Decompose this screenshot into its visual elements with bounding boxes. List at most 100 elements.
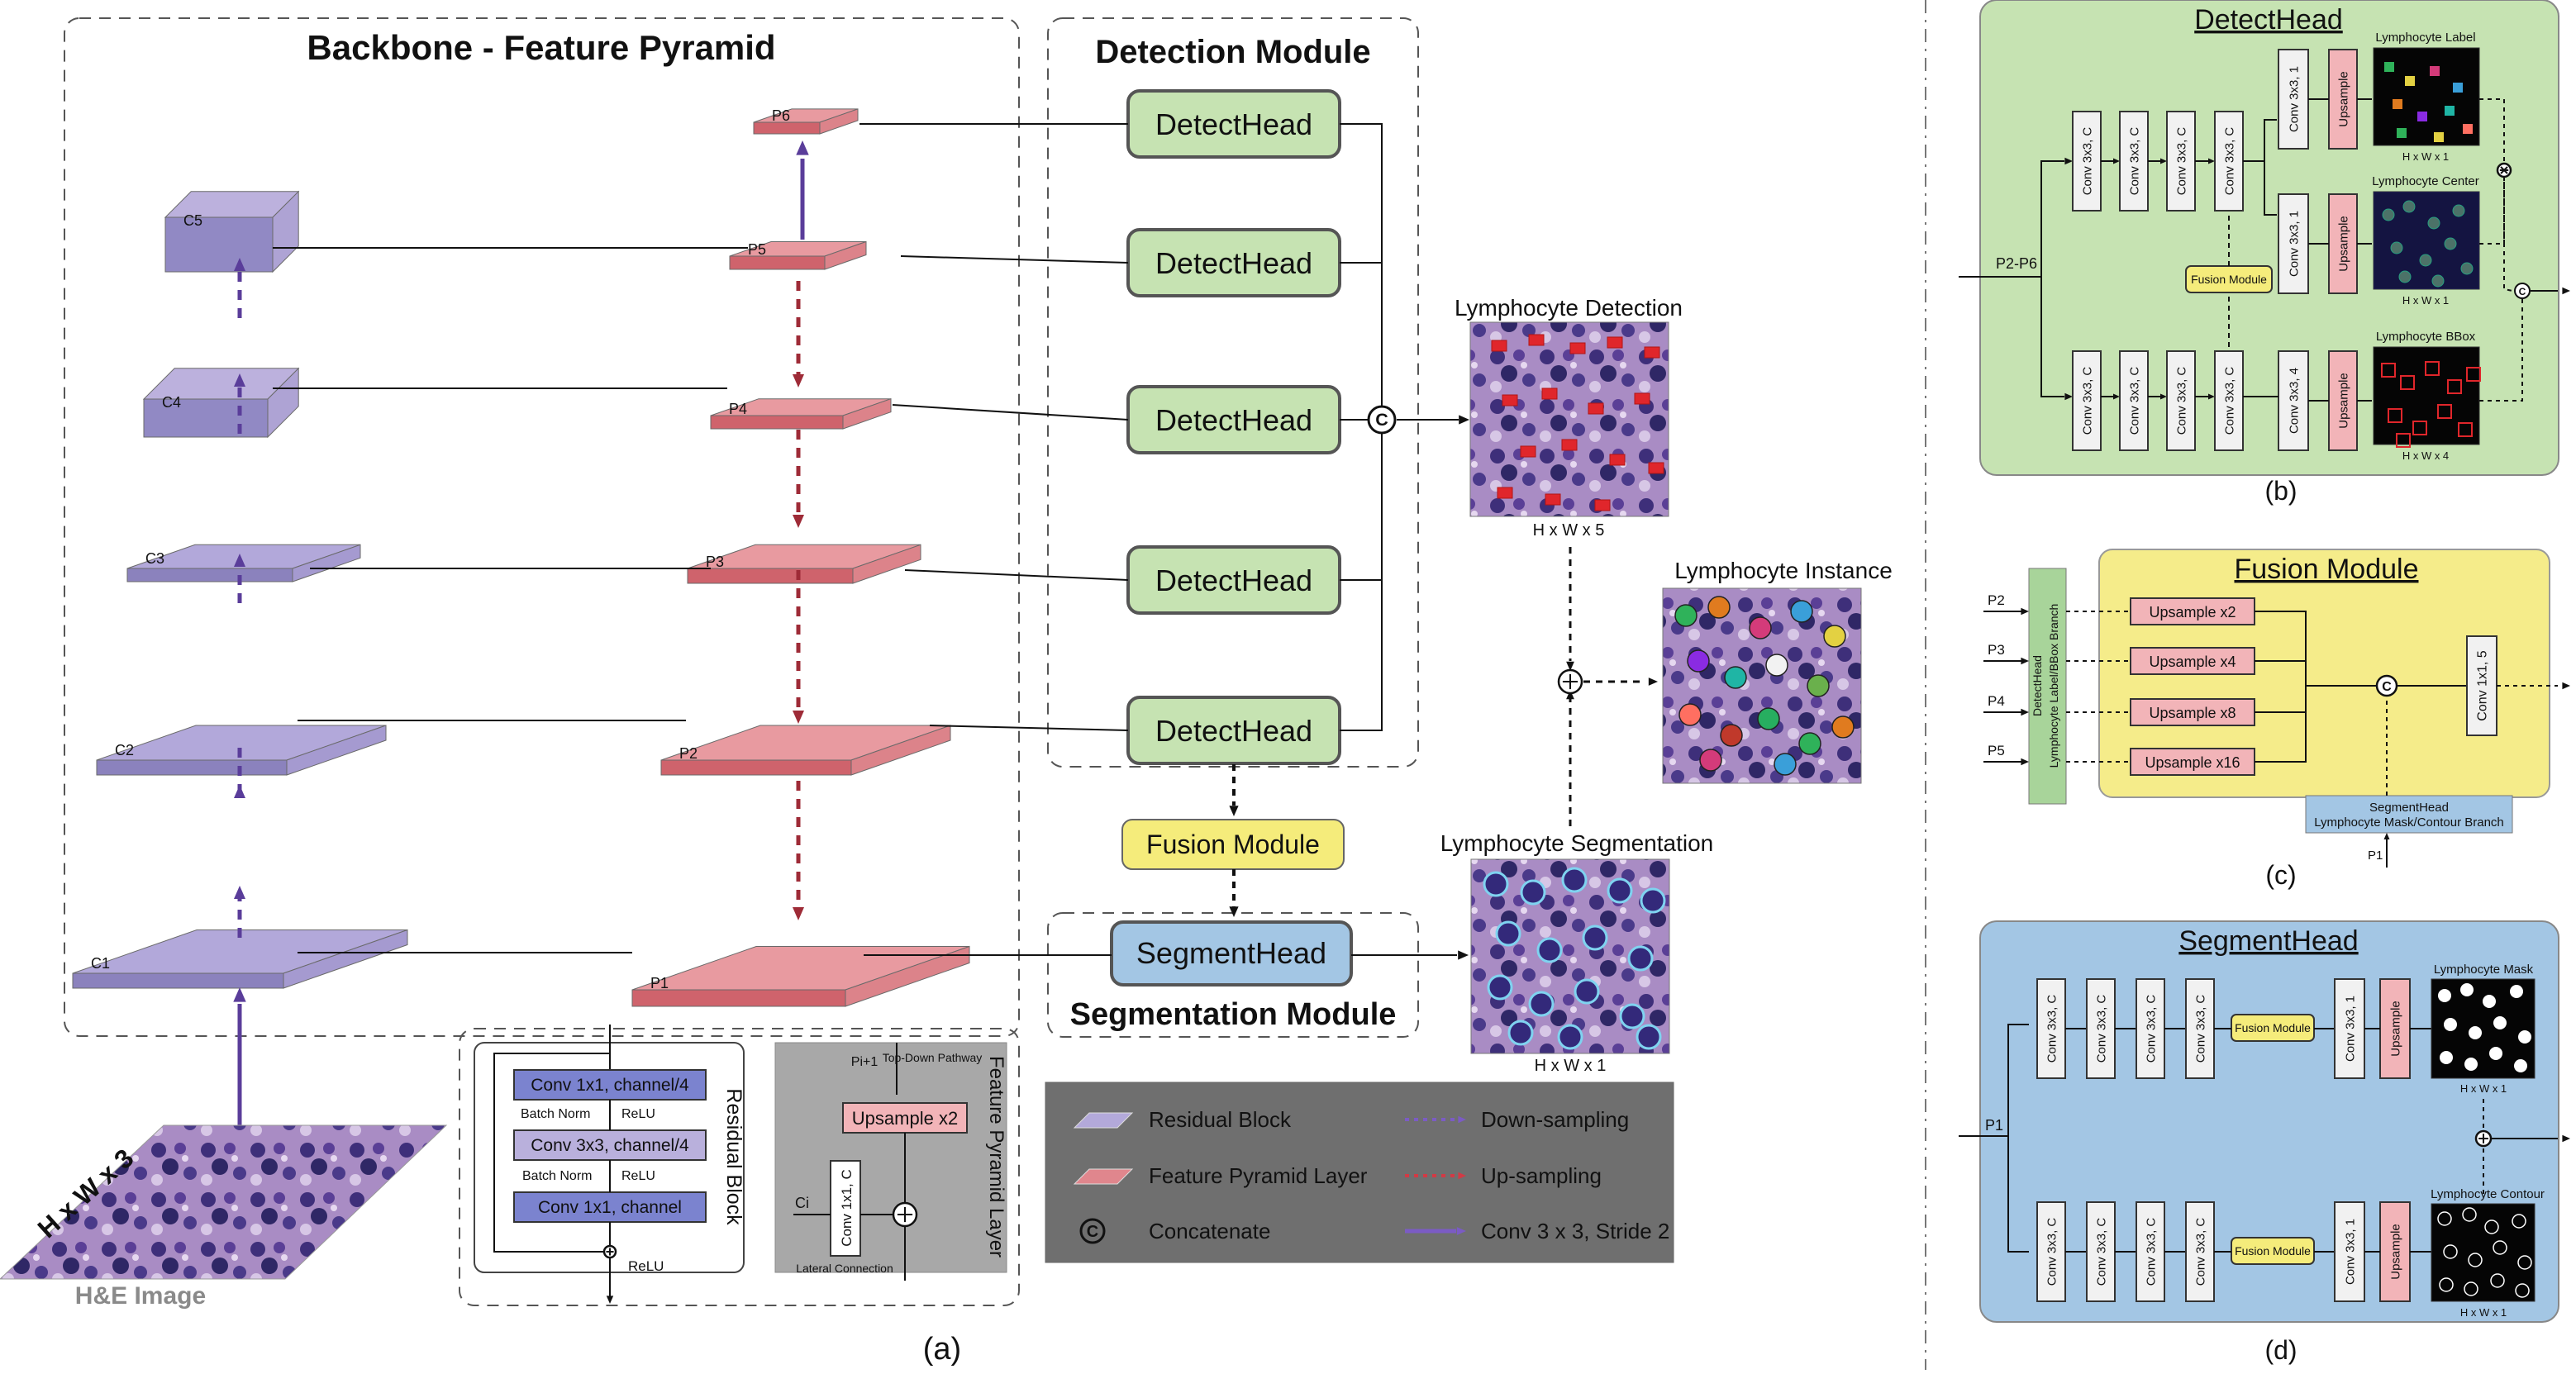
c-input-label-0: P2 xyxy=(1988,592,2005,608)
instance-blob-10 xyxy=(1720,724,1743,747)
residual-conv-label-2: Conv 1x1, channel xyxy=(538,1198,682,1217)
segmentation-contour-10 xyxy=(1528,991,1555,1017)
pyramid-layer-p6-front xyxy=(753,121,821,135)
b-label-blob-0 xyxy=(2384,62,2394,72)
d-bottom-conv-1-label: Conv 3x3, C xyxy=(2094,1218,2108,1286)
fpn-lateral-label: Lateral Connection xyxy=(796,1262,893,1275)
instance-blob-15 xyxy=(1774,753,1797,776)
b-input-label: P2-P6 xyxy=(1996,255,2037,272)
legend-item-2-swatch xyxy=(1073,1168,1134,1185)
b-bbox-box-8 xyxy=(2458,422,2473,437)
segmentation-contour-6 xyxy=(1536,937,1563,963)
segmentation-title: Segmentation Module xyxy=(1070,997,1397,1032)
residual-layer-c5-front xyxy=(164,216,274,273)
b-center-branch xyxy=(2264,161,2277,216)
upsample-arrowhead-3 xyxy=(793,907,804,920)
pyramid-to-detecthead-4 xyxy=(929,725,1129,731)
detection-box-2 xyxy=(1569,342,1586,354)
d-contour-ring-7 xyxy=(2517,1255,2532,1270)
c-input-label-1: P3 xyxy=(1988,642,2005,658)
b-top-link-head-0 xyxy=(2113,158,2120,164)
b-bbox-box-7 xyxy=(2437,404,2452,419)
d-contour-ring-6 xyxy=(2493,1240,2507,1255)
instance-blob-8 xyxy=(1807,674,1830,697)
instance-blob-5 xyxy=(1687,649,1710,673)
detecthead-bus-3 xyxy=(1340,420,1383,581)
downsample-arrowhead-2 xyxy=(234,554,245,567)
fpn-pathway-label: Top-Down Pathway xyxy=(883,1051,983,1064)
b-bbox-upsample-label: Upsample xyxy=(2336,373,2350,429)
detect-head-label-1: DetectHead xyxy=(1155,246,1312,280)
residual-layer-c4 xyxy=(142,367,300,439)
d-contour-ring-1 xyxy=(2462,1207,2477,1222)
b-top-conv-3 xyxy=(2214,111,2244,212)
legend-detail-container xyxy=(459,1028,1020,1306)
d-mask-blob-9 xyxy=(2464,1058,2478,1071)
residual-conv-label-1: Conv 3x3, channel/4 xyxy=(531,1136,689,1155)
legend-item-3-head xyxy=(1458,1172,1466,1180)
segmentation-contour-5 xyxy=(1495,920,1521,947)
b-bbox-box-3 xyxy=(2447,379,2462,394)
b-top-conv-2-label: Conv 3x3, C xyxy=(2174,127,2188,196)
detecthead-bus-0 xyxy=(1340,123,1383,420)
detection-box-5 xyxy=(1502,394,1518,406)
b-label-blob-6 xyxy=(2445,106,2455,116)
b-center-conv xyxy=(2278,193,2309,294)
d-top-conv-1 xyxy=(2086,978,2116,1079)
b-bbox-conv-label: Conv 3x3, 4 xyxy=(2287,368,2301,434)
detection-output-arrowhead xyxy=(1459,415,1469,425)
fpn-conv-label: Conv 1x1, C xyxy=(839,1169,855,1247)
pyramid-layer-p5-front xyxy=(729,255,826,270)
b-center-upsample xyxy=(2328,193,2358,294)
detection-box-6 xyxy=(1541,387,1558,400)
legend-item-1-label: Down-sampling xyxy=(1481,1107,1629,1132)
instance-blob-4 xyxy=(1823,625,1846,648)
c-detect-branch-box xyxy=(2028,568,2067,805)
detection-box-3 xyxy=(1607,336,1623,349)
d-bottom-conv-0 xyxy=(2036,1201,2066,1302)
instance-blob-9 xyxy=(1678,703,1702,726)
b-bbox-box-1 xyxy=(2400,375,2415,390)
d-mask-blob-11 xyxy=(2514,1059,2527,1072)
detect-head-label-3: DetectHead xyxy=(1155,563,1312,597)
segmentation-contour-4 xyxy=(1640,887,1666,914)
b-top-conv-1-label: Conv 3x3, C xyxy=(2127,127,2141,196)
d-mask-blob-7 xyxy=(2518,1030,2531,1044)
d-mask-blob-8 xyxy=(2440,1051,2453,1064)
b-bbox-box-0 xyxy=(2381,363,2396,378)
b-top-conv-2 xyxy=(2166,111,2196,212)
d-top-conv-1-label: Conv 3x3, C xyxy=(2094,995,2108,1063)
b-center-overlay xyxy=(2374,192,2479,289)
b-center-blob-3 xyxy=(2452,204,2465,217)
fpn-layer-title: Feature Pyramid Layer xyxy=(985,1056,1007,1258)
legend-item-4-letter: C xyxy=(1087,1223,1098,1241)
b-label-blob-1 xyxy=(2405,76,2415,86)
segmenthead-title: SegmentHead xyxy=(2178,925,2358,957)
c-upsample-label-0: Upsample x2 xyxy=(2149,604,2236,620)
b-label-blob-7 xyxy=(2463,124,2473,134)
rb-relu-2: ReLU xyxy=(621,1169,655,1183)
pyramid-layer-p1-front xyxy=(631,989,846,1007)
b-center-blob-5 xyxy=(2419,254,2432,267)
detection-box-12 xyxy=(1648,462,1664,474)
detection-output-image xyxy=(1469,321,1669,517)
b-top-conv-0 xyxy=(2072,111,2102,212)
legend-item-2-label: Feature Pyramid Layer xyxy=(1149,1163,1368,1188)
b-center-blob-2 xyxy=(2427,216,2440,230)
b-output-size-2: H x W x 4 xyxy=(2402,449,2449,462)
d-mask-upsample-label: Upsample xyxy=(2388,1001,2402,1057)
b-bbox-box-6 xyxy=(2412,421,2427,435)
d-top-fusion-label: Fusion Module xyxy=(2235,1021,2311,1034)
rb-skip-connection xyxy=(493,1053,610,1253)
d-output-title-1: Lymphocyte Contour xyxy=(2431,1187,2545,1201)
residual-layer-c4-label: C4 xyxy=(162,394,181,411)
detection-box-4 xyxy=(1644,346,1660,359)
d-contour-ring-0 xyxy=(2437,1211,2452,1226)
d-bottom-conv-3-label: Conv 3x3, C xyxy=(2193,1218,2207,1286)
pyramid-layer-p4-front xyxy=(710,415,844,430)
detection-box-15 xyxy=(1594,499,1611,511)
b-top-link-head-2 xyxy=(2208,158,2215,164)
c-upsample-label-3: Upsample x16 xyxy=(2145,754,2240,771)
b-bottom-conv-0-label: Conv 3x3, C xyxy=(2080,367,2094,435)
